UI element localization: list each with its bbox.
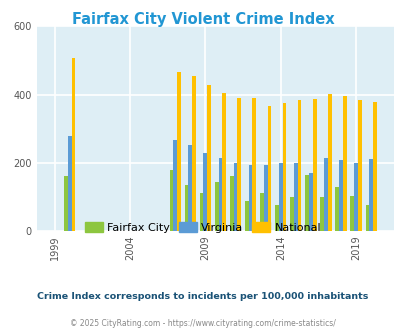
Bar [169,170,173,231]
Bar [252,98,256,231]
Bar [320,197,323,231]
Bar [214,182,218,231]
Bar [338,160,342,231]
Bar [364,205,369,231]
Bar [342,96,346,231]
Bar [305,175,308,231]
Bar [308,173,312,231]
Bar [259,193,263,231]
Bar [293,163,297,231]
Bar [229,177,233,231]
Bar [64,177,68,231]
Bar [327,94,331,231]
Bar [222,93,226,231]
Bar [68,136,71,231]
Bar [177,72,181,231]
Bar [233,163,237,231]
Bar [218,158,222,231]
Bar [312,99,316,231]
Bar [335,187,338,231]
Bar [207,85,211,231]
Bar [369,159,372,231]
Text: Crime Index corresponds to incidents per 100,000 inhabitants: Crime Index corresponds to incidents per… [37,292,368,301]
Bar [71,58,75,231]
Bar [290,197,293,231]
Bar [282,104,286,231]
Bar [323,158,327,231]
Bar [248,165,252,231]
Bar [350,196,354,231]
Bar [372,102,376,231]
Bar [354,163,357,231]
Legend: Fairfax City, Virginia, National: Fairfax City, Virginia, National [80,217,325,237]
Bar [263,165,267,231]
Bar [275,205,278,231]
Bar [173,140,177,231]
Bar [203,153,207,231]
Text: © 2025 CityRating.com - https://www.cityrating.com/crime-statistics/: © 2025 CityRating.com - https://www.city… [70,319,335,328]
Bar [184,185,188,231]
Text: Fairfax City Violent Crime Index: Fairfax City Violent Crime Index [72,12,333,26]
Bar [278,163,282,231]
Bar [267,106,271,231]
Bar [188,145,192,231]
Bar [192,76,196,231]
Bar [297,100,301,231]
Bar [244,201,248,231]
Bar [199,193,203,231]
Bar [237,98,241,231]
Bar [357,100,361,231]
